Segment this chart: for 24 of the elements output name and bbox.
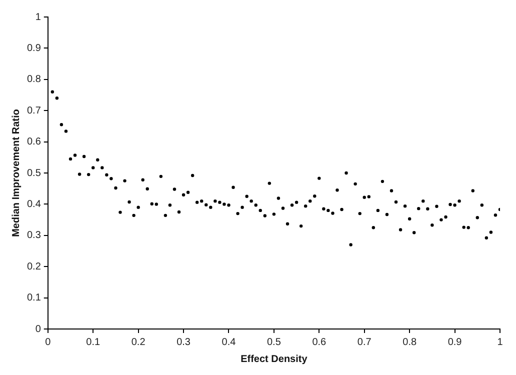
x-tick-label: 0.5 bbox=[267, 336, 282, 348]
y-tick-label: 0.1 bbox=[26, 292, 42, 304]
y-tick-label: 0.7 bbox=[26, 105, 42, 116]
y-tick-label: 0.2 bbox=[26, 261, 42, 272]
y-tick-label: 0.4 bbox=[26, 198, 42, 210]
x-tick-label: 0.6 bbox=[312, 336, 327, 348]
y-axis-title: Median Improvement Ratio bbox=[10, 109, 22, 237]
x-tick-label: 0.3 bbox=[176, 336, 191, 348]
y-tick-label: 1 bbox=[35, 12, 42, 23]
y-tick-label: 0.6 bbox=[26, 136, 42, 148]
x-tick-label: 0.2 bbox=[131, 336, 146, 348]
y-tick-label: 0.5 bbox=[26, 168, 42, 179]
x-tick-label: 0.8 bbox=[402, 336, 417, 348]
y-tick-label: 0.3 bbox=[26, 230, 42, 242]
y-tick-label: 0 bbox=[35, 324, 42, 335]
x-tick-label: 0.7 bbox=[357, 336, 372, 348]
x-axis-title: Effect Density bbox=[240, 354, 308, 365]
x-tick-label: 0.4 bbox=[222, 336, 236, 348]
x-tick-label: 0.9 bbox=[448, 336, 462, 348]
x-tick-label: 0 bbox=[45, 336, 52, 348]
y-tick-label: 0.8 bbox=[26, 74, 42, 86]
y-tick-label: 0.9 bbox=[26, 42, 42, 54]
x-tick-label: 0.1 bbox=[86, 336, 100, 348]
x-tick-label: 1 bbox=[497, 336, 504, 348]
